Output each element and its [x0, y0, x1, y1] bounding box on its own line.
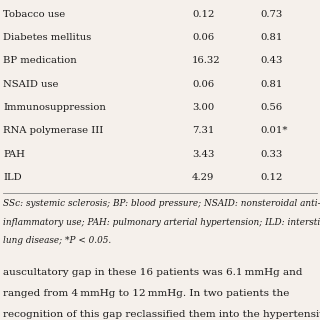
Text: 4.29: 4.29 [192, 173, 214, 182]
Text: Tobacco use: Tobacco use [3, 10, 66, 19]
Text: 7.31: 7.31 [192, 126, 214, 135]
Text: NSAID use: NSAID use [3, 80, 59, 89]
Text: 0.81: 0.81 [261, 80, 283, 89]
Text: SSc: systemic sclerosis; BP: blood pressure; NSAID: nonsteroidal anti-: SSc: systemic sclerosis; BP: blood press… [3, 199, 320, 208]
Text: 0.81: 0.81 [261, 33, 283, 42]
Text: lung disease; *P < 0.05.: lung disease; *P < 0.05. [3, 236, 111, 245]
Text: 0.06: 0.06 [192, 80, 214, 89]
Text: inflammatory use; PAH: pulmonary arterial hypertension; ILD: interstitial: inflammatory use; PAH: pulmonary arteria… [3, 218, 320, 227]
Text: 0.01*: 0.01* [261, 126, 288, 135]
Text: 0.12: 0.12 [261, 173, 283, 182]
Text: ranged from 4 mmHg to 12 mmHg. In two patients the: ranged from 4 mmHg to 12 mmHg. In two pa… [3, 289, 290, 298]
Text: 0.06: 0.06 [192, 33, 214, 42]
Text: Immunosuppression: Immunosuppression [3, 103, 106, 112]
Text: 0.33: 0.33 [261, 150, 283, 159]
Text: 0.43: 0.43 [261, 56, 283, 65]
Text: 16.32: 16.32 [192, 56, 220, 65]
Text: RNA polymerase III: RNA polymerase III [3, 126, 103, 135]
Text: 0.56: 0.56 [261, 103, 283, 112]
Text: 3.00: 3.00 [192, 103, 214, 112]
Text: 0.73: 0.73 [261, 10, 283, 19]
Text: 3.43: 3.43 [192, 150, 214, 159]
Text: auscultatory gap in these 16 patients was 6.1 mmHg and: auscultatory gap in these 16 patients wa… [3, 268, 303, 276]
Text: recognition of this gap reclassified them into the hypertensive: recognition of this gap reclassified the… [3, 310, 320, 319]
Text: Diabetes mellitus: Diabetes mellitus [3, 33, 92, 42]
Text: 0.12: 0.12 [192, 10, 214, 19]
Text: ILD: ILD [3, 173, 22, 182]
Text: BP medication: BP medication [3, 56, 77, 65]
Text: PAH: PAH [3, 150, 25, 159]
